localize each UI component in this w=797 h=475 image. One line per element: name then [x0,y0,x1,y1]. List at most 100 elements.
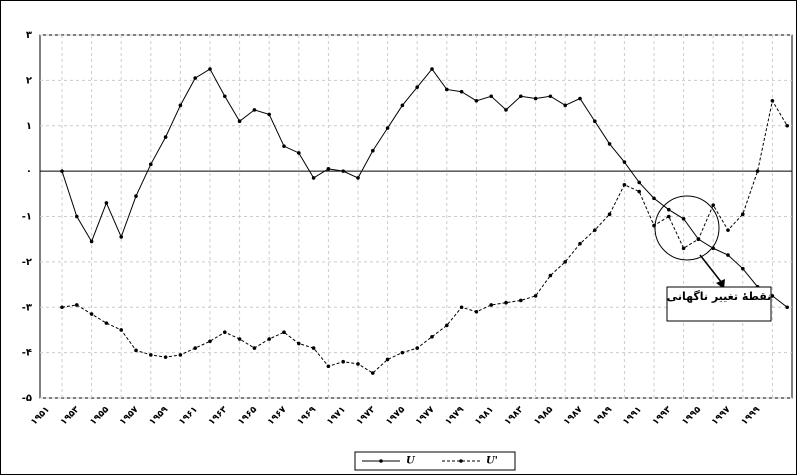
data-point [311,176,316,180]
data-point [770,98,775,103]
data-point [459,89,464,94]
y-tick-label: -۴ [22,348,32,359]
data-point [60,169,64,173]
data-point [755,169,760,173]
data-point [371,371,375,375]
data-point [785,305,789,310]
data-point [208,67,212,71]
legend-marker [379,459,383,463]
series-line [61,68,788,308]
data-point [430,334,434,339]
data-point [311,346,316,350]
data-point [341,359,346,364]
data-point [149,353,153,357]
data-point [267,112,272,117]
data-point [667,207,671,212]
data-point [726,228,730,232]
y-tick-label: -۳ [22,302,32,313]
data-point [667,214,671,219]
data-point [356,362,360,366]
data-point [578,241,582,246]
data-point [223,330,227,335]
data-point [578,96,582,101]
data-point [696,237,701,241]
y-tick-label: ۲ [26,75,32,86]
legend-marker [459,459,463,463]
data-point [223,94,227,99]
data-point [548,273,553,278]
data-point [400,350,405,355]
data-point [593,228,597,232]
legend-label: U [406,456,416,467]
data-point [711,203,715,207]
data-point [89,312,94,316]
data-point [356,176,360,180]
data-point [563,103,567,108]
data-point [430,67,434,71]
data-point [415,85,420,89]
data-point [785,123,789,128]
data-point [622,160,627,164]
y-tick-label: ۳ [26,30,32,41]
data-point [326,364,331,369]
y-tick-label: ۱ [26,121,32,132]
annotation-text: نقطهٔ تغییر ناگهانی [667,290,772,303]
annotation-box [666,286,772,322]
data-point [75,303,79,307]
data-point [489,303,494,307]
data-point [681,246,686,251]
data-point [134,194,138,198]
y-tick-label: -۵ [22,393,32,404]
data-point [681,216,686,221]
data-point [385,357,390,362]
data-point [326,167,331,171]
data-point [134,348,138,353]
data-point [741,212,745,217]
data-point [622,182,627,187]
data-point [637,180,641,185]
legend-box [354,451,516,471]
data-point [563,260,567,264]
data-point [607,212,612,217]
data-point [519,94,523,99]
data-point [415,346,420,350]
data-point [282,330,286,335]
data-point [297,341,301,346]
data-point [726,253,730,257]
data-point [548,94,553,99]
data-point [741,266,745,271]
data-point [237,337,242,341]
data-point [504,108,508,112]
data-point [237,119,242,124]
data-point [637,189,641,194]
data-point [297,151,301,155]
data-point [252,108,257,112]
data-point [459,305,464,310]
data-point [104,201,109,205]
data-point [652,196,656,201]
data-point [75,214,79,219]
data-point [341,169,346,173]
data-point [385,126,390,130]
y-tick-label: ۰ [26,166,32,177]
data-point [504,300,508,305]
data-point [163,135,168,139]
data-point [149,162,153,167]
data-point [400,103,405,108]
data-point [178,353,183,357]
data-point [89,239,94,244]
data-point [193,346,197,350]
data-point [119,328,123,332]
data-point [282,144,286,148]
data-point [371,148,375,153]
data-point [119,235,123,239]
data-point [252,346,257,350]
data-point [607,142,612,146]
data-point [104,321,109,325]
data-point [474,98,479,103]
data-point [267,337,272,341]
data-point [533,96,538,101]
data-point [60,305,64,310]
